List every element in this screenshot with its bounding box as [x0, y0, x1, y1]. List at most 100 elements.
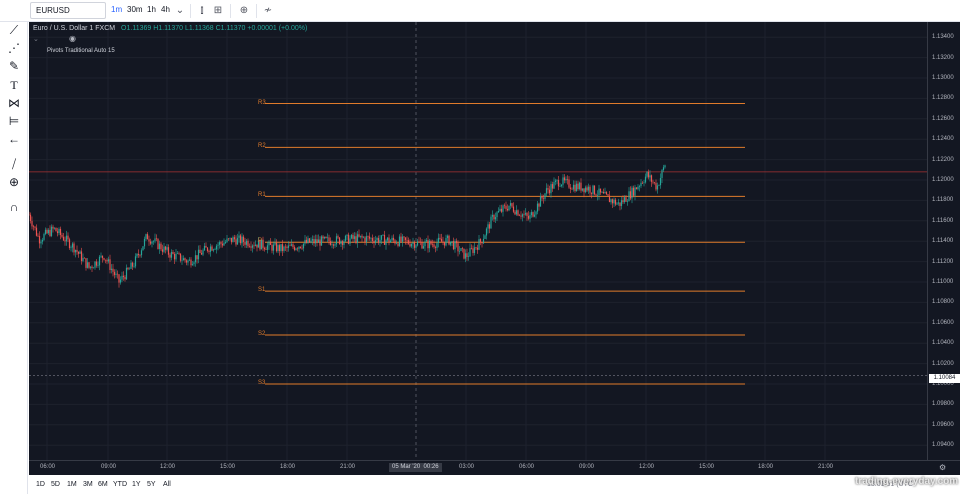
candle-body — [305, 239, 308, 243]
timeframe-4h[interactable]: 4h — [161, 5, 170, 14]
prediction-tool-icon[interactable]: ⊨ — [8, 114, 20, 128]
time-axis-label: 03:00 — [459, 464, 475, 470]
candle-body — [496, 212, 498, 218]
candle-style-icon[interactable]: ⊞ — [213, 5, 223, 16]
candle-body — [398, 236, 401, 246]
time-scale[interactable]: 06:00 09:00 12:00 15:00 18:00 21:00 03:00 06:00… — [29, 460, 960, 475]
candle-body — [262, 239, 264, 248]
trend-line-tool-icon[interactable]: ⟋ — [9, 23, 19, 37]
candle-body — [326, 237, 329, 239]
candle-body — [82, 257, 84, 262]
candle-body — [554, 180, 557, 183]
range-button-1d[interactable]: 1D — [36, 481, 45, 488]
candle-body — [563, 177, 566, 181]
candle-body — [659, 178, 662, 186]
zoom-in-icon[interactable]: ⊕ — [8, 175, 20, 189]
price-axis-label: 1.11800 — [932, 197, 954, 204]
candle-body — [649, 175, 651, 178]
candle-body — [209, 246, 212, 252]
candle-body — [428, 240, 431, 249]
candle-body — [301, 247, 303, 249]
candle-body — [265, 249, 267, 250]
brush-tool-icon[interactable]: ✎ — [8, 59, 20, 73]
candle-body — [94, 261, 96, 268]
candle-body — [79, 251, 81, 254]
chevron-down-icon[interactable]: ⌄ — [175, 5, 185, 16]
range-button-all[interactable]: All — [163, 481, 171, 488]
candle-body — [568, 179, 570, 188]
price-axis-label: 1.11600 — [932, 217, 954, 224]
candle-body — [373, 241, 375, 244]
price-axis-label: 1.10400 — [932, 340, 954, 347]
candle-body — [440, 238, 443, 242]
divider — [190, 4, 191, 18]
candle-body — [257, 240, 260, 248]
range-button-5d[interactable]: 5D — [51, 481, 60, 488]
candle-body — [646, 171, 648, 177]
candle-body — [608, 195, 611, 203]
range-button-3m[interactable]: 3M — [83, 481, 93, 488]
candle-body — [617, 202, 620, 204]
candle-body — [110, 268, 113, 270]
candle-body — [268, 241, 270, 246]
add-indicator-icon[interactable]: ⊕ — [239, 5, 249, 16]
back-arrow-icon[interactable]: ← — [8, 132, 20, 146]
candle-body — [395, 243, 398, 245]
candle-body — [364, 237, 366, 242]
divider — [230, 4, 231, 18]
magnet-icon[interactable]: ∩ — [9, 200, 19, 214]
symbol-search[interactable]: EURUSD — [30, 2, 106, 19]
candle-body — [242, 236, 245, 242]
timeframe-1h[interactable]: 1h — [147, 5, 156, 14]
candle-body — [319, 239, 321, 246]
candle-body — [194, 255, 197, 263]
text-tool-icon[interactable]: T — [10, 78, 18, 92]
candle-body — [595, 194, 597, 196]
candle-body — [40, 241, 42, 244]
candle-body — [235, 239, 237, 245]
candle-body — [436, 242, 438, 248]
chart-pane[interactable]: Euro / U.S. Dollar 1 FXCM O1.11369 H1.11… — [29, 22, 927, 460]
range-button-1m[interactable]: 1M — [67, 481, 77, 488]
ruler-tool-icon[interactable]: ⧸ — [11, 157, 17, 171]
candle-body — [122, 275, 125, 278]
candle-body — [221, 243, 224, 246]
candle-body — [143, 238, 146, 247]
candle-body — [263, 247, 266, 250]
candle-body — [155, 238, 158, 240]
candle-body — [347, 234, 350, 244]
compare-icon[interactable]: ≁ — [263, 5, 273, 16]
indicator-label[interactable]: Pivots Traditional Auto 15 — [47, 48, 115, 54]
candle-body — [311, 239, 314, 241]
candle-body — [332, 244, 335, 246]
candle-body — [218, 242, 221, 245]
candle-body — [545, 188, 548, 194]
candle-body — [185, 260, 188, 263]
timeframe-30m[interactable]: 30m — [127, 5, 143, 14]
range-button-6m[interactable]: 6M — [98, 481, 108, 488]
candle-body — [203, 245, 206, 251]
timeframe-1m[interactable]: 1m — [111, 5, 123, 14]
candle-body — [370, 238, 372, 239]
time-axis-label: 18:00 — [280, 464, 296, 470]
pattern-tool-icon[interactable]: ⋈ — [8, 96, 20, 110]
candle-body — [97, 265, 99, 266]
range-button-1y[interactable]: 1Y — [132, 481, 141, 488]
range-button-5y[interactable]: 5Y — [147, 481, 156, 488]
candle-body — [616, 203, 618, 205]
candle-body — [56, 231, 59, 234]
candle-body — [298, 246, 300, 249]
bar-style-icon[interactable]: ⫾ — [200, 5, 204, 16]
pivot-label: R1 — [258, 192, 266, 199]
fib-tool-icon[interactable]: ⋰ — [8, 41, 20, 55]
candle-body — [67, 235, 69, 240]
candle-body — [103, 258, 105, 260]
legend-collapse-chevron-icon[interactable]: ⌄ — [33, 36, 39, 43]
candle-body — [407, 240, 410, 244]
range-button-ytd[interactable]: YTD — [113, 481, 127, 488]
eye-icon[interactable]: ◉ — [69, 34, 76, 43]
price-scale[interactable]: 1.13400 1.13200 1.13000 1.12800 1.12600 1.124… — [927, 22, 960, 460]
settings-gear-icon[interactable]: ⚙ — [939, 463, 947, 472]
candle-body — [569, 187, 572, 189]
candle-body — [464, 253, 467, 259]
